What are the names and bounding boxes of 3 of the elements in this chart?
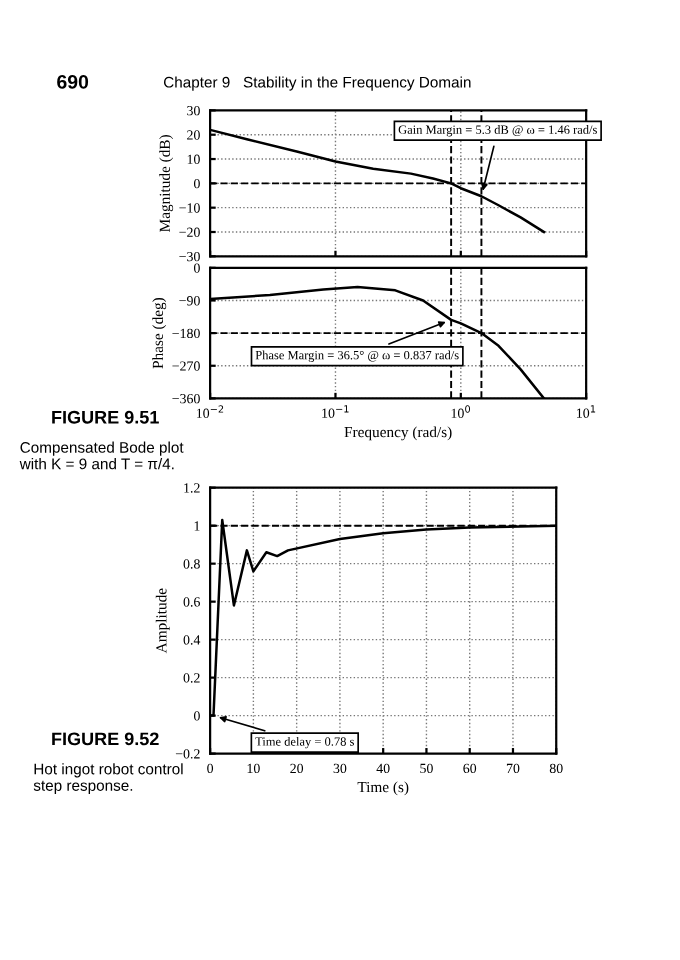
caption: FIGURE 9.51 (52, 410, 159, 424)
text: 690 (57, 74, 89, 89)
caption: FIGURE 9.52 (52, 732, 159, 746)
